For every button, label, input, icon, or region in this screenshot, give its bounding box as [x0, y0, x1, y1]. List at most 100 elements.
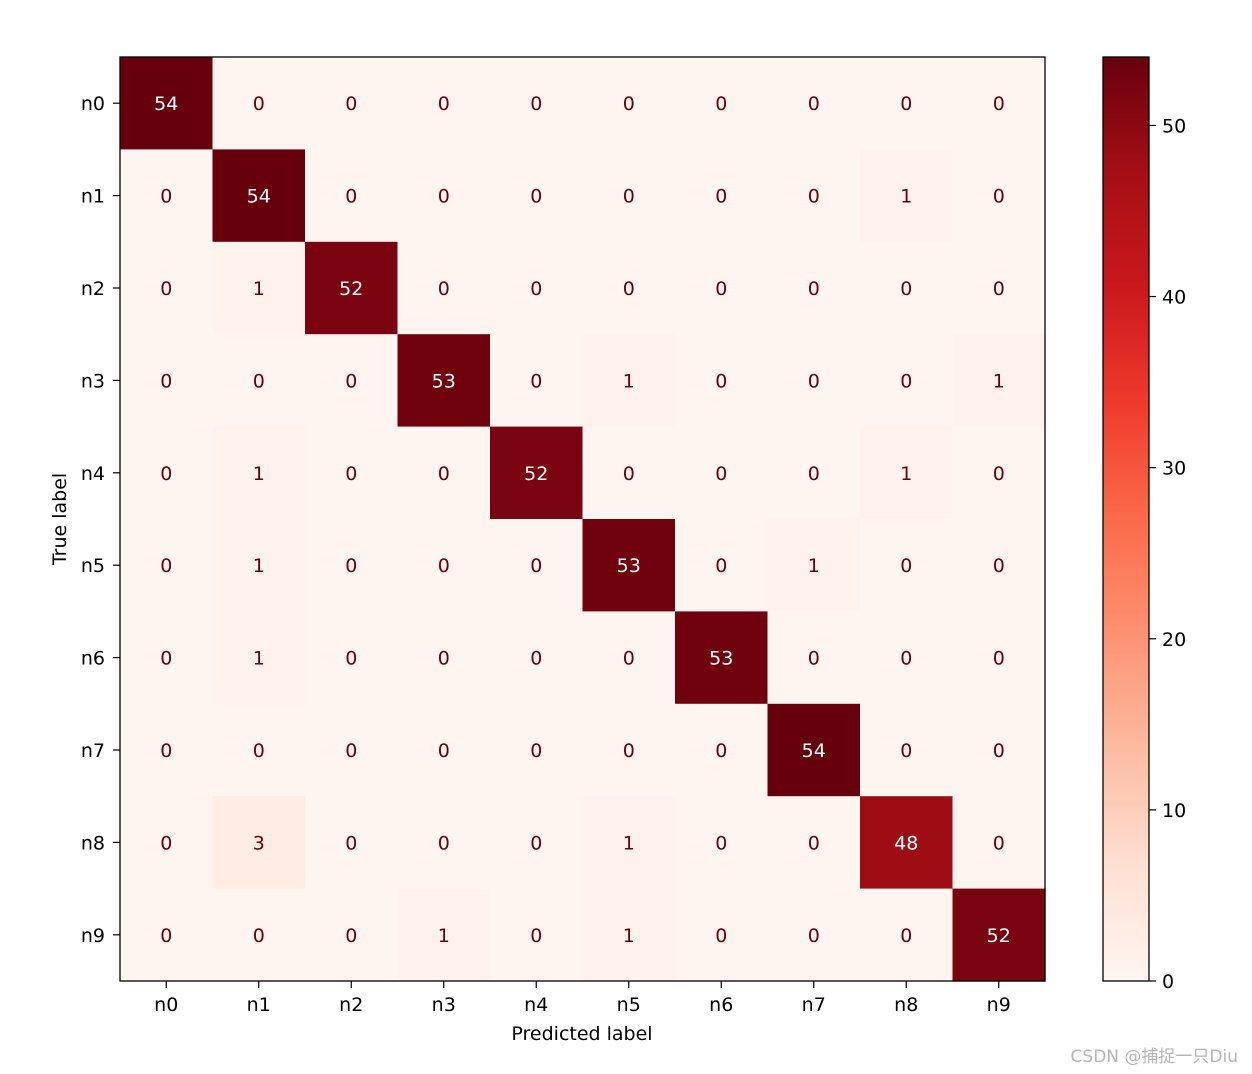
cell-value-label: 0 [715, 186, 727, 208]
heatmap-cell [860, 57, 954, 150]
heatmap-cell [120, 149, 214, 243]
x-tick-label: n9 [987, 994, 1011, 1016]
y-tick-label: n7 [81, 740, 105, 762]
heatmap-cell [397, 334, 491, 428]
heatmap-cell [582, 796, 676, 890]
heatmap-cell [860, 149, 954, 243]
heatmap-cell [120, 334, 214, 428]
y-tick-label: n8 [81, 832, 105, 854]
cell-value-label: 54 [247, 186, 271, 208]
heatmap-cell [120, 703, 214, 797]
heatmap-cell [397, 611, 491, 705]
heatmap-cell [952, 57, 1046, 150]
heatmap-cell [490, 241, 584, 335]
cell-value-label: 0 [253, 370, 265, 392]
x-tick-label: n1 [247, 994, 271, 1016]
y-axis-ticks: n0 n1 n2 n3 n4 n5 n6 n7 n8 n9 [81, 93, 120, 947]
cell-value-label: 53 [432, 370, 456, 392]
heatmap-cell [582, 703, 676, 797]
heatmap-cell [397, 57, 491, 150]
heatmap-cell [397, 519, 491, 612]
cell-value-label: 0 [345, 555, 357, 577]
cell-value-label: 0 [253, 93, 265, 115]
heatmap-cell [305, 241, 399, 335]
heatmap-cell [120, 519, 214, 612]
cell-value-label: 0 [253, 740, 265, 762]
heatmap-cell [212, 611, 306, 705]
cell-value-label: 0 [808, 278, 820, 300]
heatmap-cell [305, 334, 399, 428]
y-tick-label: n4 [81, 463, 105, 485]
cell-value-label: 1 [253, 555, 265, 577]
heatmap-cell [582, 57, 676, 150]
heatmap-cell [212, 703, 306, 797]
heatmap-cell [675, 57, 769, 150]
heatmap-cell [397, 888, 491, 982]
heatmap-cell [120, 888, 214, 982]
cell-value-label: 0 [438, 555, 450, 577]
heatmap-cell [952, 241, 1046, 335]
cell-value-label: 0 [900, 93, 912, 115]
heatmap-cell [675, 241, 769, 335]
cell-value-label: 1 [993, 370, 1005, 392]
cell-value-label: 0 [530, 832, 542, 854]
cell-value-label: 0 [438, 186, 450, 208]
heatmap-cell [860, 611, 954, 705]
cell-value-label: 0 [345, 648, 357, 670]
heatmap-cell [675, 888, 769, 982]
heatmap-cell [952, 519, 1046, 612]
cell-value-label: 1 [900, 186, 912, 208]
cell-value-label: 0 [808, 186, 820, 208]
cell-value-label: 0 [623, 93, 635, 115]
x-tick-label: n6 [709, 994, 733, 1016]
heatmap-cell [767, 334, 861, 428]
cell-value-label: 1 [623, 370, 635, 392]
cell-value-label: 0 [530, 925, 542, 947]
colorbar-tick-label: 0 [1162, 971, 1174, 993]
cell-value-label: 0 [900, 648, 912, 670]
cell-value-label: 54 [802, 740, 826, 762]
heatmap-cell [212, 334, 306, 428]
y-tick-label: n5 [81, 555, 105, 577]
cell-value-label: 0 [438, 278, 450, 300]
cell-value-label: 0 [623, 648, 635, 670]
cell-value-label: 0 [160, 186, 172, 208]
heatmap-cell [490, 796, 584, 890]
cell-value-label: 1 [900, 463, 912, 485]
cell-value-label: 0 [808, 93, 820, 115]
cell-value-label: 0 [993, 832, 1005, 854]
heatmap-cell [767, 519, 861, 612]
cell-value-label: 0 [900, 555, 912, 577]
cell-value-label: 1 [253, 278, 265, 300]
heatmap-cell [305, 149, 399, 243]
cell-value-label: 0 [808, 463, 820, 485]
cell-value-label: 0 [900, 925, 912, 947]
y-tick-label: n3 [81, 370, 105, 392]
cell-value-label: 0 [345, 463, 357, 485]
y-tick-label: n1 [81, 186, 105, 208]
heatmap-cell [582, 149, 676, 243]
cell-value-label: 0 [623, 740, 635, 762]
cell-value-label: 0 [438, 740, 450, 762]
cell-value-label: 53 [617, 555, 641, 577]
cell-value-label: 0 [438, 648, 450, 670]
cell-value-label: 0 [345, 925, 357, 947]
cell-value-label: 0 [715, 832, 727, 854]
cell-value-label: 0 [993, 648, 1005, 670]
cell-value-label: 0 [623, 186, 635, 208]
x-tick-label: n3 [432, 994, 456, 1016]
cell-value-label: 52 [987, 925, 1011, 947]
heatmap-cell [675, 334, 769, 428]
heatmap-cell [952, 334, 1046, 428]
cell-value-label: 0 [345, 370, 357, 392]
heatmap-cell-labels: 54 0 0 0 0 0 0 0 0 0 0 54 0 0 0 0 0 0 1 0 0 1 52 0 0 0 0 0 0 0 0 0 0 53 0 1… [154, 93, 1011, 947]
cell-value-label: 0 [993, 740, 1005, 762]
heatmap-cell [212, 241, 306, 335]
cell-value-label: 0 [160, 740, 172, 762]
heatmap-cell [675, 519, 769, 612]
cell-value-label: 1 [808, 555, 820, 577]
cell-value-label: 0 [160, 832, 172, 854]
heatmap-cell [305, 796, 399, 890]
cell-value-label: 0 [160, 925, 172, 947]
heatmap-cell [212, 426, 306, 520]
